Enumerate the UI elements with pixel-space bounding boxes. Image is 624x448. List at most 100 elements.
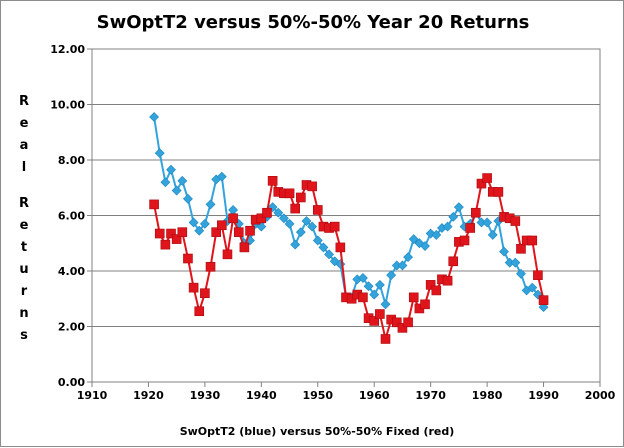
red-square-marker bbox=[335, 242, 346, 253]
x-tick-label: 1970 bbox=[415, 389, 446, 402]
blue-diamond-marker bbox=[380, 299, 391, 310]
red-square-marker bbox=[493, 187, 504, 197]
red-square-marker bbox=[391, 317, 402, 328]
blue-diamond-marker bbox=[166, 164, 176, 175]
blue-diamond-marker bbox=[442, 221, 453, 232]
x-tick-label: 1990 bbox=[528, 389, 559, 402]
red-square-marker bbox=[375, 309, 385, 319]
y-axis-label-letter: a bbox=[20, 138, 29, 153]
blue-diamond-marker bbox=[278, 213, 289, 224]
red-square-marker bbox=[160, 239, 171, 250]
red-square-marker bbox=[217, 220, 227, 231]
red-square-marker bbox=[431, 285, 442, 296]
red-square-marker bbox=[471, 207, 481, 218]
red-square-marker bbox=[222, 249, 233, 260]
blue-diamond-marker bbox=[510, 257, 521, 268]
y-axis-label-letter: t bbox=[21, 240, 27, 255]
red-square-marker bbox=[284, 188, 295, 199]
y-axis-label-letter: l bbox=[22, 160, 26, 175]
red-square-marker bbox=[527, 235, 538, 246]
red-square-marker bbox=[200, 288, 210, 299]
red-square-marker bbox=[420, 299, 430, 310]
blue-diamond-marker bbox=[194, 225, 205, 236]
x-tick-label: 1920 bbox=[133, 389, 164, 402]
red-square-marker bbox=[188, 282, 199, 293]
chart-title: SwOptT2 versus 50%-50% Year 20 Returns bbox=[97, 12, 530, 33]
red-square-marker bbox=[448, 256, 459, 267]
y-axis-label-letter: R bbox=[19, 94, 29, 109]
y-tick-label: 6.00 bbox=[58, 210, 85, 223]
red-square-marker bbox=[267, 176, 278, 186]
blue-diamond-marker bbox=[216, 171, 227, 182]
y-tick-label: 4.00 bbox=[58, 265, 85, 278]
y-tick-labels: 0.00 2.00 4.00 6.00 8.00 10.00 12.00 bbox=[50, 43, 85, 389]
blue-diamond-marker bbox=[284, 218, 295, 229]
blue-diamond-marker bbox=[448, 211, 459, 222]
red-square-marker bbox=[149, 199, 159, 210]
y-tick-label: 10.00 bbox=[50, 99, 85, 112]
blue-diamond-marker bbox=[324, 249, 334, 260]
blue-diamond-marker bbox=[273, 207, 284, 218]
red-square-marker bbox=[307, 181, 317, 192]
red-square-marker bbox=[171, 234, 182, 244]
y-axis-label-letter: s bbox=[20, 328, 28, 343]
y-tick-label: 8.00 bbox=[58, 154, 85, 167]
red-square-marker bbox=[290, 203, 301, 214]
blue-diamond-marker bbox=[171, 185, 182, 196]
blue-diamond-marker bbox=[177, 175, 188, 186]
blue-diamond-marker bbox=[374, 279, 385, 290]
blue-diamond-marker bbox=[295, 227, 306, 238]
blue-diamond-marker bbox=[188, 217, 199, 228]
red-square-marker bbox=[403, 317, 413, 328]
red-square-marker bbox=[380, 334, 391, 344]
y-axis-label-letter: R bbox=[19, 196, 29, 211]
y-tick-label: 12.00 bbox=[50, 43, 85, 56]
blue-diamond-marker bbox=[453, 202, 464, 213]
blue-diamond-marker bbox=[301, 216, 312, 226]
red-square-marker bbox=[397, 323, 408, 333]
red-square-marker bbox=[465, 223, 475, 233]
red-square-marker bbox=[239, 242, 250, 253]
blue-diamond-marker bbox=[369, 289, 380, 300]
blue-diamond-marker bbox=[149, 112, 160, 122]
red-square-marker bbox=[510, 216, 521, 226]
red-square-marker bbox=[369, 316, 380, 326]
blue-diamond-marker bbox=[516, 268, 526, 279]
blue-diamond-marker bbox=[482, 217, 493, 228]
red-square-marker bbox=[476, 178, 487, 189]
blue-diamond-marker bbox=[386, 270, 397, 281]
blue-diamond-marker bbox=[397, 260, 408, 271]
blue-diamond-marker bbox=[154, 148, 165, 158]
red-square-marker bbox=[459, 235, 470, 246]
blue-diamond-marker bbox=[307, 221, 318, 232]
blue-diamond-marker bbox=[408, 234, 419, 245]
y-tick-label: 0.00 bbox=[58, 376, 85, 389]
blue-diamond-marker bbox=[358, 273, 368, 283]
blue-diamond-marker bbox=[527, 282, 538, 293]
red-square-marker bbox=[533, 270, 543, 280]
x-tick-label: 2000 bbox=[585, 389, 616, 402]
red-square-marker bbox=[228, 213, 238, 224]
y-axis-label-letter: e bbox=[20, 116, 29, 131]
blue-diamond-marker bbox=[205, 199, 216, 210]
gridlines bbox=[87, 48, 601, 387]
red-square-marker bbox=[538, 295, 549, 305]
x-tick-label: 1980 bbox=[472, 389, 503, 402]
series-layer bbox=[149, 112, 549, 344]
red-square-marker bbox=[408, 292, 419, 303]
y-axis-label-letter: r bbox=[21, 284, 28, 299]
red-square-marker bbox=[425, 280, 436, 290]
red-square-marker bbox=[296, 192, 306, 203]
blue-diamond-marker bbox=[363, 281, 374, 292]
blue-diamond-marker bbox=[318, 242, 329, 253]
red-square-marker bbox=[166, 228, 176, 239]
red-square-marker bbox=[482, 173, 492, 183]
y-axis-label-letter: e bbox=[20, 218, 29, 233]
red-square-marker bbox=[312, 205, 323, 215]
blue-diamond-marker bbox=[487, 230, 498, 240]
red-square-marker bbox=[205, 262, 216, 272]
y-axis-label-letter: n bbox=[19, 306, 28, 321]
